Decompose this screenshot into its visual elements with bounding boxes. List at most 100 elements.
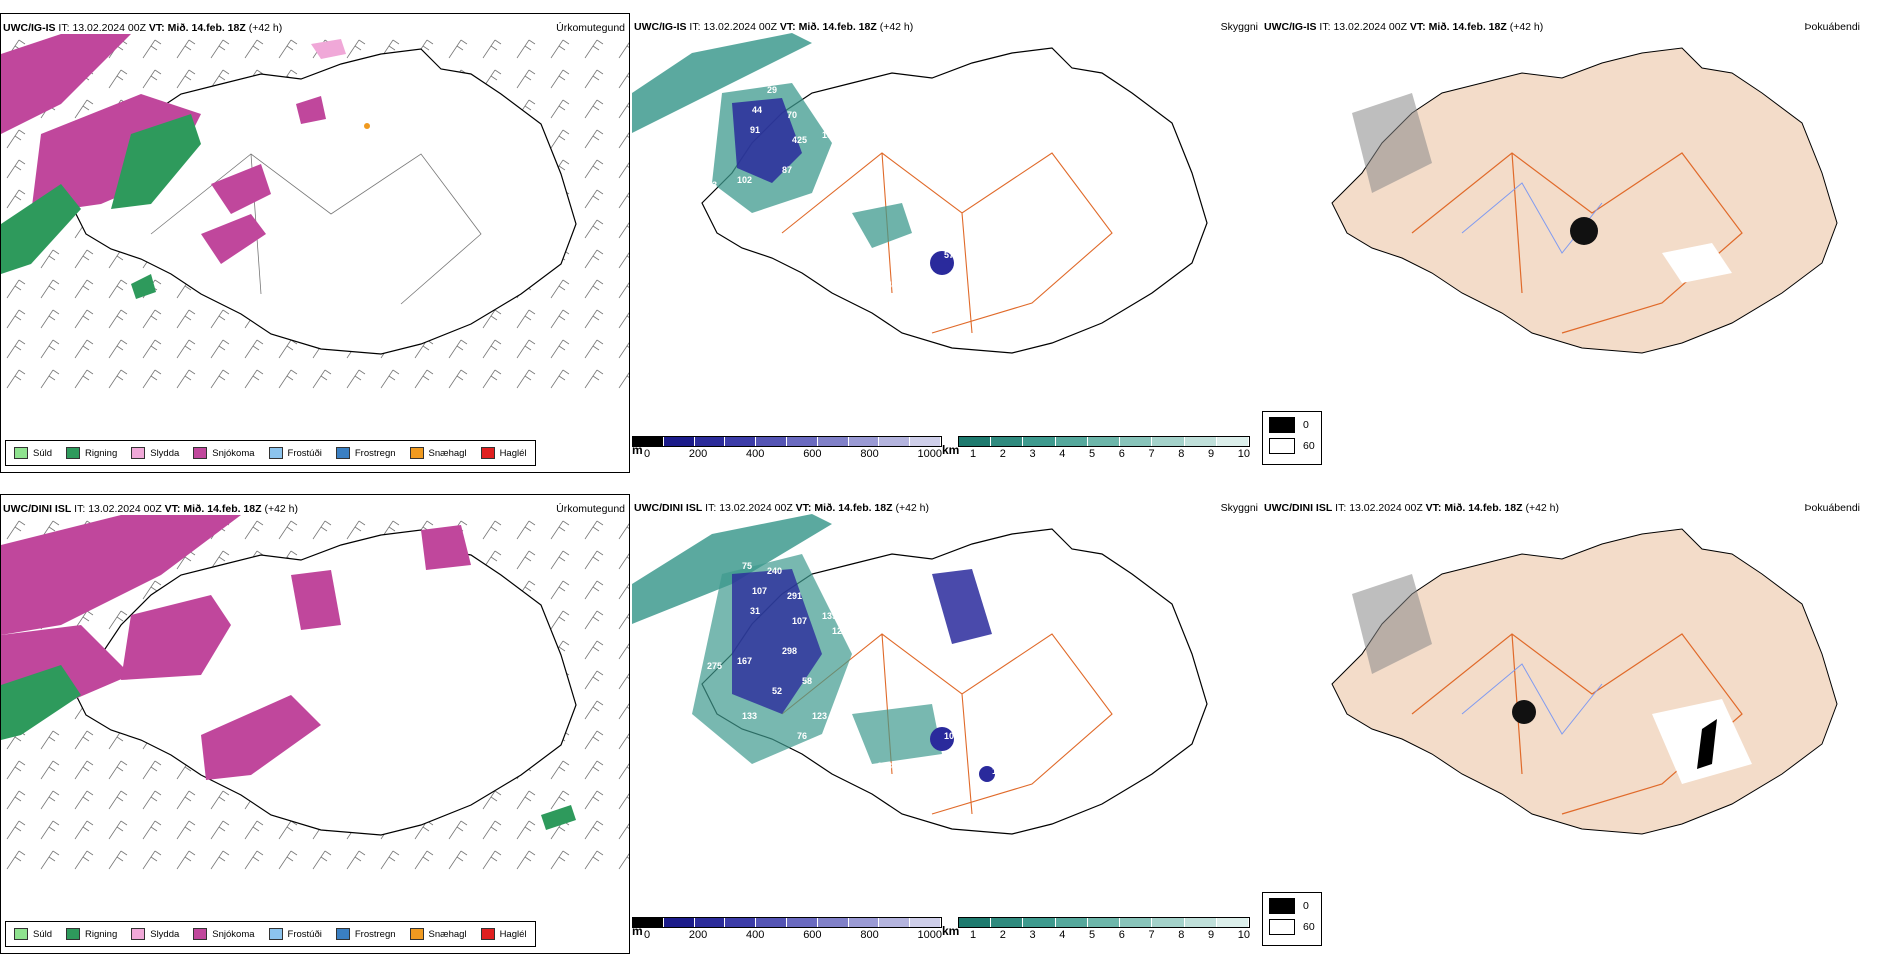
panel-title: Skyggni — [1220, 21, 1258, 33]
cloud-base-label: 42 — [732, 756, 742, 766]
colorbar-km-bar — [958, 917, 1250, 928]
colorbar-km-unit: km — [942, 924, 960, 938]
cloud-base-label: 128 — [832, 626, 847, 636]
panel-title: Úrkomutegund — [556, 503, 625, 515]
panel-header: UWC/DINI ISL IT: 13.02.2024 00Z VT: Mið.… — [3, 503, 299, 515]
cloud-base-label: 58 — [802, 676, 812, 686]
cloud-base-label: 62 — [742, 80, 752, 90]
cloud-base-label: 108 — [944, 731, 959, 741]
cloud-base-label: 174 — [832, 145, 847, 155]
row-dini-isl: UWC/DINI ISL IT: 13.02.2024 00Z VT: Mið.… — [0, 494, 1900, 964]
colorbar-km-ticks: 1 2 3 4 5 6 7 8 9 10 — [970, 929, 1250, 941]
colorbar-km-unit: km — [942, 443, 960, 457]
cloud-base-label: 70 — [787, 110, 797, 120]
panel-title: Úrkomutegund — [556, 22, 625, 34]
panel-title: Skyggni — [1220, 502, 1258, 514]
legend-frostudi: Frostúði — [268, 928, 322, 940]
cloud-base-label: 135 — [812, 230, 827, 240]
colorbar-km: 1 2 3 4 5 6 7 8 9 10 — [958, 917, 1250, 945]
legend-snjokoma: Snjókoma — [193, 447, 255, 459]
legend-snjokoma: Snjókoma — [193, 928, 255, 940]
legend-snaehagl: Snæhagl — [409, 447, 467, 459]
fog-panel: UWC/DINI ISL IT: 13.02.2024 00Z VT: Mið.… — [1262, 494, 1900, 954]
fog-map — [1331, 47, 1838, 354]
panel-header: UWC/IG-IS IT: 13.02.2024 00Z VT: Mið. 14… — [1264, 21, 1544, 33]
cloud-base-label: 107 — [792, 616, 807, 626]
precip-map — [1, 515, 629, 870]
legend-rigning: Rigning — [66, 447, 117, 459]
cloud-base-label: 75 — [742, 561, 752, 571]
precip-map — [1, 34, 629, 389]
cloud-base-label: 400 — [832, 764, 847, 774]
visibility-legend: 0 60 — [1262, 411, 1322, 465]
cloud-base-label: 44 — [752, 105, 762, 115]
legend-snaehagl: Snæhagl — [409, 928, 467, 940]
fog-map — [1331, 528, 1838, 835]
cloud-base-label: 99 — [832, 283, 842, 293]
cloud-base-label: 123 — [812, 711, 827, 721]
panel-title: Þokuábendi — [1804, 502, 1860, 514]
colorbar-km-ticks: 1 2 3 4 5 6 7 8 9 10 — [970, 448, 1250, 460]
colorbar-m-bar — [632, 436, 942, 447]
cloud-base-label: 150 — [822, 130, 837, 140]
cloud-base-label: 57 — [944, 250, 954, 260]
cloud-base-label: 158 — [802, 195, 817, 205]
colorbar-m-bar — [632, 917, 942, 928]
legend-suld: Súld — [14, 928, 52, 940]
cloud-base-label: 15 — [992, 766, 1002, 776]
cloud-base-label: 376 — [712, 746, 727, 756]
legend-haglel: Haglél — [480, 447, 527, 459]
colorbar-m-ticks: 0 200 400 600 800 1000 — [644, 448, 942, 460]
visibility-legend: 0 60 — [1262, 892, 1322, 946]
cloud-base-label: 298 — [782, 646, 797, 656]
cloud-base-label: 87 — [782, 165, 792, 175]
legend-haglel: Haglél — [480, 928, 527, 940]
iceland-outline — [701, 47, 1208, 354]
cloud-base-label: 167 — [737, 656, 752, 666]
legend-frostregn: Frostregn — [335, 928, 396, 940]
cloud-base-label: 133 — [742, 711, 757, 721]
panel-header: UWC/DINI ISL IT: 13.02.2024 00Z VT: Mið.… — [1264, 502, 1560, 514]
cloud-base-label: 31 — [750, 606, 760, 616]
precip-type-panel: UWC/IG-IS IT: 13.02.2024 00Z VT: Mið. 14… — [0, 13, 630, 473]
iceland-outline — [701, 528, 1208, 835]
cloud-base-label: 28 — [857, 280, 867, 290]
cloud-base-label: 291 — [787, 591, 802, 601]
iceland-outline — [70, 48, 577, 355]
iceland-outline — [1331, 528, 1838, 835]
legend-rigning: Rigning — [66, 928, 117, 940]
legend-suld: Súld — [14, 447, 52, 459]
panel-header: UWC/DINI ISL IT: 13.02.2024 00Z VT: Mið.… — [634, 502, 930, 514]
iceland-outline — [1331, 47, 1838, 354]
legend-slydda: Slydda — [131, 447, 179, 459]
legend-frostregn: Frostregn — [335, 447, 396, 459]
cloud-base-label: 76 — [857, 761, 867, 771]
colorbar-m-unit: m — [632, 443, 643, 457]
cloud-base-label: 76 — [797, 731, 807, 741]
cloud-base-label: 23 — [707, 180, 717, 190]
colorbar-m: 0 200 400 600 800 1000 — [632, 917, 942, 945]
cloud-base-label: 91 — [750, 125, 760, 135]
precip-legend: Súld Rigning Slydda Snjókoma Frostúði Fr… — [5, 440, 536, 466]
legend-slydda: Slydda — [131, 928, 179, 940]
cloud-base-label: 425 — [792, 135, 807, 145]
cloud-base-label: 52 — [772, 686, 782, 696]
row-ig-is: UWC/IG-IS IT: 13.02.2024 00Z VT: Mið. 14… — [0, 13, 1900, 483]
cloud-base-label: 240 — [767, 566, 782, 576]
cloud-base-label: 139 — [822, 611, 837, 621]
legend-frostudi: Frostúði — [268, 447, 322, 459]
panel-header: UWC/IG-IS IT: 13.02.2024 00Z VT: Mið. 14… — [634, 21, 914, 33]
precip-type-panel: UWC/DINI ISL IT: 13.02.2024 00Z VT: Mið.… — [0, 494, 630, 954]
panel-title: Þokuábendi — [1804, 21, 1860, 33]
cloud-base-label: 275 — [707, 661, 722, 671]
precip-legend: Súld Rigning Slydda Snjókoma Frostúði Fr… — [5, 921, 536, 947]
cloud-base-label: 107 — [752, 586, 767, 596]
colorbar-m: 0 200 400 600 800 1000 — [632, 436, 942, 464]
colorbar-m-ticks: 0 200 400 600 800 1000 — [644, 929, 942, 941]
cloud-base-label: 668 — [877, 761, 892, 771]
cloud-base-label: 102 — [737, 175, 752, 185]
visibility-panel: UWC/DINI ISL IT: 13.02.2024 00Z VT: Mið.… — [632, 494, 1258, 954]
cloud-base-label: 103 — [797, 250, 812, 260]
